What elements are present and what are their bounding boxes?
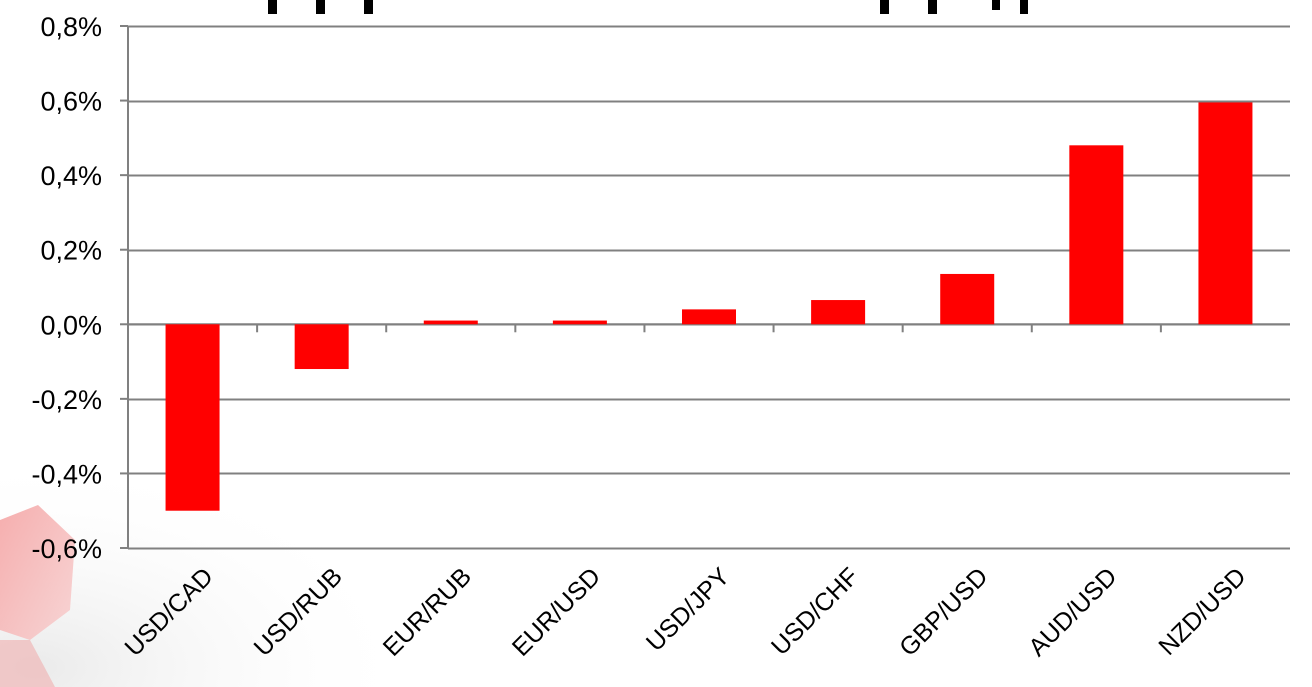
y-tick-label: 0,4%: [40, 161, 102, 191]
bar-eur-usd: [552, 320, 607, 325]
grid-lines: [128, 25, 1290, 550]
bar-usd-cad: [165, 324, 220, 511]
bar-usd-rub: [294, 324, 349, 370]
background-glow: [0, 300, 700, 687]
bar-usd-jpy: [682, 309, 736, 325]
x-tick-label: GBP/USD: [894, 562, 993, 661]
y-tick-label: 0,2%: [40, 236, 102, 266]
y-tick-label: -0,2%: [31, 385, 102, 415]
x-tick-label: USD/CHF: [766, 562, 864, 660]
background-shape-lower: [0, 640, 55, 687]
y-tick-label: -0,4%: [31, 459, 102, 489]
bar-eur-rub: [423, 320, 478, 325]
bar-usd-chf: [811, 300, 866, 325]
bar-gbp-usd: [940, 273, 995, 325]
y-tick-label: 0,8%: [40, 12, 102, 42]
y-axis-tick-labels: 0,8% 0,6% 0,4% 0,2% 0,0% -0,2% -0,4% -0,6%: [31, 12, 102, 564]
chart-title-cropped: [268, 0, 1028, 14]
y-tick-label: -0,6%: [31, 534, 102, 564]
y-tick-label: 0,0%: [40, 310, 102, 340]
bar-nzd-usd: [1198, 102, 1253, 325]
bars: [165, 102, 1253, 511]
background-shape: [0, 505, 75, 640]
x-tick-label: AUD/USD: [1023, 562, 1122, 661]
y-tick-label: 0,6%: [40, 87, 102, 117]
bar-aud-usd: [1069, 145, 1124, 325]
x-tick-label: NZD/USD: [1153, 562, 1251, 660]
